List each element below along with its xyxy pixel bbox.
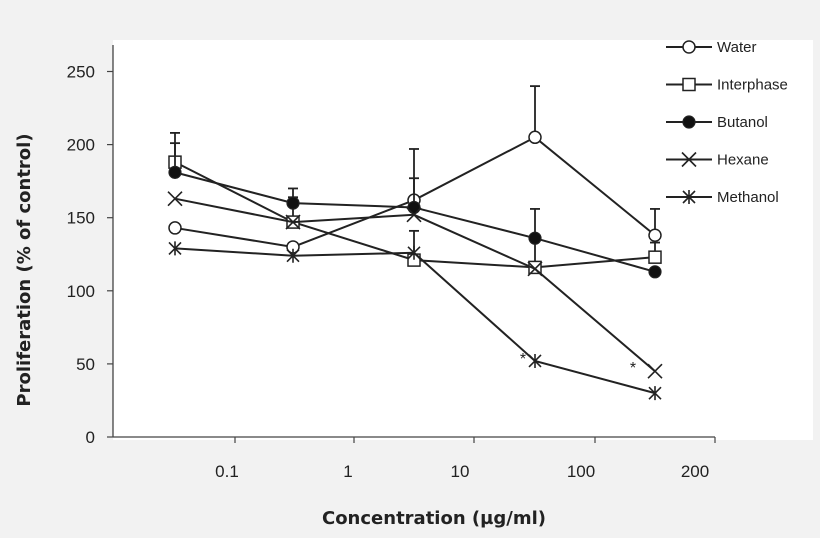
legend-label: Water	[717, 39, 756, 56]
y-tick-label: 50	[76, 355, 95, 374]
axes: 0 50 100 150 200 250 0.1 1 10 100 200	[67, 45, 716, 481]
y-tick-label: 250	[67, 63, 95, 82]
y-tick-label: 200	[67, 136, 95, 155]
legend-marker	[682, 77, 696, 92]
legend-label: Hexane	[717, 152, 769, 169]
data-point	[407, 200, 421, 215]
legend-label: Methanol	[717, 189, 779, 206]
x-tick-label: 100	[567, 462, 595, 481]
data-point	[285, 214, 301, 230]
y-tick-label: 100	[67, 282, 95, 301]
y-axis-title: Proliferation (% of control)	[14, 133, 35, 406]
data-point	[168, 221, 182, 235]
legend-label: Interphase	[717, 77, 788, 94]
data-point	[406, 207, 422, 223]
y-tick-label: 150	[67, 209, 95, 228]
data-point	[648, 265, 662, 279]
data-point	[648, 386, 662, 401]
series-layer: **	[167, 85, 663, 401]
data-point	[286, 196, 300, 210]
data-point	[648, 250, 662, 264]
series-methanol	[168, 241, 662, 401]
legend-marker	[682, 115, 696, 129]
data-point	[528, 130, 542, 145]
legend-item-water: Water	[666, 39, 756, 56]
data-point	[648, 228, 662, 242]
significance-marker: *	[630, 360, 636, 377]
data-point	[168, 241, 182, 256]
data-point	[168, 165, 182, 179]
x-tick-label: 200	[681, 462, 709, 481]
legend-marker	[681, 151, 697, 168]
data-point	[528, 353, 542, 368]
legend-item-butanol: Butanol	[666, 114, 768, 131]
data-point	[407, 245, 421, 260]
legend-marker	[682, 40, 696, 54]
x-tick-label: 10	[451, 462, 470, 481]
x-tick-label: 1	[343, 462, 352, 481]
y-tick-label: 0	[86, 428, 95, 447]
data-point	[528, 231, 542, 245]
series-hexane	[167, 191, 663, 379]
legend-item-hexane: Hexane	[666, 152, 769, 169]
series-butanol	[168, 142, 662, 279]
x-tick-label: 0.1	[215, 462, 239, 481]
data-point	[286, 248, 300, 263]
data-point	[647, 363, 663, 379]
data-point	[527, 261, 543, 277]
legend-item-methanol: Methanol	[666, 189, 779, 206]
significance-marker: *	[520, 351, 526, 368]
legend: Water Interphase Butanol Hexane Methanol	[666, 39, 788, 206]
data-point	[167, 191, 183, 207]
x-axis-title: Concentration (µg/ml)	[322, 508, 546, 529]
legend-item-interphase: Interphase	[666, 77, 788, 94]
legend-label: Butanol	[717, 114, 768, 131]
plot-background	[113, 40, 813, 440]
legend-marker	[682, 190, 696, 204]
